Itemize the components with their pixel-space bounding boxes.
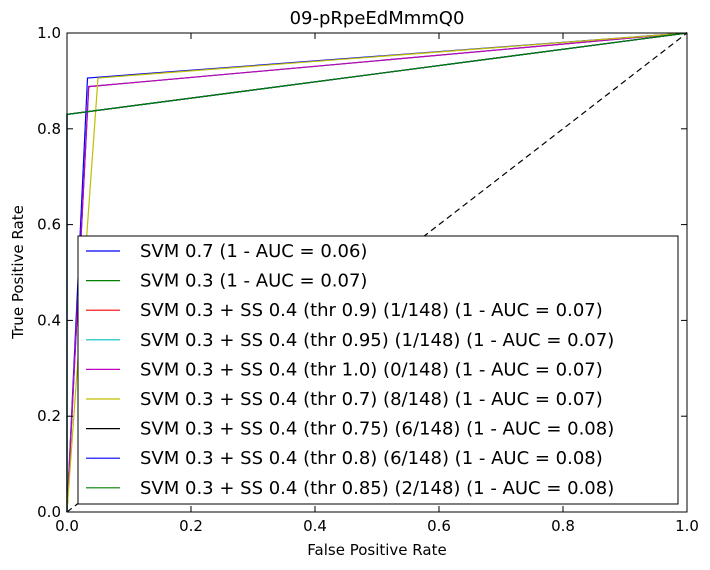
x-tick-label: 0.6 (427, 517, 451, 535)
legend-label-3: SVM 0.3 + SS 0.4 (thr 0.95) (1/148) (1 -… (140, 330, 614, 351)
legend: SVM 0.7 (1 - AUC = 0.06) SVM 0.3 (1 - AUC… (77, 235, 679, 505)
series-line-4 (66, 32, 688, 513)
y-tick-label: 0.8 (37, 120, 61, 138)
y-tick-label: 1.0 (37, 24, 61, 42)
y-axis-label: True Positive Rate (9, 205, 27, 340)
x-tick-label: 0.8 (551, 517, 575, 535)
y-tick-label: 0.4 (37, 311, 61, 329)
x-tick-label: 1.0 (675, 517, 699, 535)
plot-frame (66, 32, 688, 513)
x-tick-label: 0.4 (303, 517, 327, 535)
legend-box (77, 235, 679, 505)
x-tick-label: 0.0 (55, 517, 79, 535)
x-tick-label: 0.2 (179, 517, 203, 535)
legend-label-7: SVM 0.3 + SS 0.4 (thr 0.8) (6/148) (1 - … (140, 448, 603, 469)
legend-label-6: SVM 0.3 + SS 0.4 (thr 0.75) (6/148) (1 -… (140, 419, 614, 440)
y-tick-label: 0.0 (37, 503, 61, 521)
legend-label-1: SVM 0.3 (1 - AUC = 0.07) (140, 271, 367, 292)
legend-label-0: SVM 0.7 (1 - AUC = 0.06) (140, 241, 367, 262)
series-line-5 (66, 32, 688, 513)
legend-label-5: SVM 0.3 + SS 0.4 (thr 0.7) (8/148) (1 - … (140, 389, 603, 410)
legend-label-2: SVM 0.3 + SS 0.4 (thr 0.9) (1/148) (1 - … (140, 300, 603, 321)
x-axis-label: False Positive Rate (307, 541, 446, 559)
y-tick-label: 0.2 (37, 407, 61, 425)
chart-title: 09-pRpeEdMmmQ0 (290, 8, 465, 29)
ticks-layer (66, 32, 688, 513)
y-tick-label: 0.6 (37, 216, 61, 234)
legend-label-4: SVM 0.3 + SS 0.4 (thr 1.0) (0/148) (1 - … (140, 359, 603, 380)
tick-labels-layer: 0.0 0.2 0.4 0.6 0.8 1.0 0.0 0.2 0.4 0.6 0.8 1.0 (37, 24, 699, 535)
legend-label-8: SVM 0.3 + SS 0.4 (thr 0.85) (2/148) (1 -… (140, 478, 614, 499)
legend-items: SVM 0.7 (1 - AUC = 0.06) SVM 0.3 (1 - AUC… (86, 241, 614, 499)
